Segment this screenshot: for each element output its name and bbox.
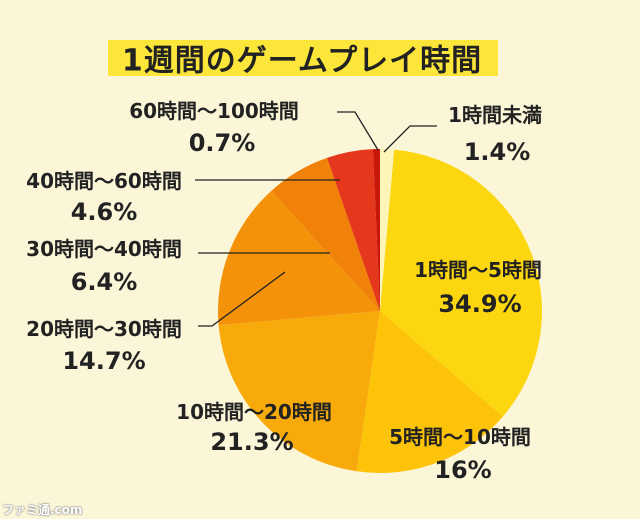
slice-value-0: 1.4% — [464, 138, 531, 166]
famitsu-watermark: ファミ通.com — [2, 503, 83, 517]
leader-line-0 — [383, 125, 437, 153]
slice-label-6: 40時間〜60時間 — [26, 169, 182, 193]
pie-slice-2 — [356, 311, 503, 473]
slice-value-6: 4.6% — [71, 198, 138, 226]
slice-value-2: 16% — [434, 456, 491, 484]
slice-value-4: 14.7% — [62, 347, 145, 375]
slice-value-1: 34.9% — [438, 290, 521, 318]
slice-label-0: 1時間未満 — [448, 103, 542, 127]
pie-slice-1 — [380, 149, 542, 417]
slice-value-3: 21.3% — [210, 428, 293, 456]
pie-slice-6 — [327, 149, 380, 311]
chart-title: 1週間のゲームプレイ時間 — [122, 44, 482, 79]
pie-slice-7 — [372, 149, 380, 311]
pie-slice-5 — [271, 157, 380, 311]
slice-label-3: 10時間〜20時間 — [176, 400, 332, 424]
leader-line-4 — [198, 271, 286, 327]
leader-line-1 — [337, 111, 379, 151]
slice-label-2: 5時間〜10時間 — [389, 425, 531, 449]
pie-slice-0 — [380, 149, 395, 311]
slice-label-1: 1時間〜5時間 — [414, 258, 542, 282]
slice-label-5: 30時間〜40時間 — [26, 237, 182, 261]
pie-slice-3 — [218, 311, 380, 472]
slice-label-4: 20時間〜30時間 — [26, 317, 182, 341]
slice-label-7: 60時間〜100時間 — [129, 99, 299, 123]
slice-value-7: 0.7% — [189, 129, 256, 157]
title-highlight — [108, 40, 498, 76]
slice-value-5: 6.4% — [71, 268, 138, 296]
